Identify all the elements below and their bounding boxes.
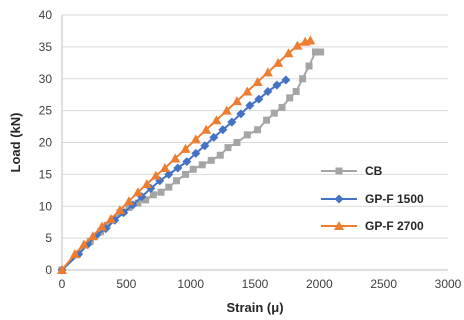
legend-label: GP-F 2700 (365, 219, 424, 233)
square-marker (243, 131, 251, 139)
triangle-marker (170, 153, 181, 163)
diamond-marker (236, 109, 246, 119)
square-marker (149, 191, 157, 199)
x-tick-label: 2000 (306, 277, 333, 291)
triangle-marker (159, 163, 170, 172)
axes: 0 5 10 15 20 25 30 35 40 0 500 1000 1500 2000 2500 3000 (39, 8, 462, 291)
triangle-marker (180, 143, 191, 153)
series-gp-f-2700 (57, 35, 316, 274)
square-marker (216, 151, 224, 159)
x-tick-label: 500 (116, 277, 136, 291)
square-marker (142, 196, 150, 204)
triangle-marker (201, 124, 212, 134)
square-marker (270, 109, 278, 117)
square-marker (311, 48, 319, 56)
y-tick-label: 30 (39, 72, 53, 86)
triangle-marker (273, 57, 284, 67)
square-marker (182, 170, 190, 178)
triangle-marker (123, 196, 134, 206)
triangle-marker (190, 134, 201, 144)
legend-item: CB (321, 164, 383, 178)
y-tick-label: 0 (45, 263, 52, 277)
triangle-marker (292, 40, 303, 50)
diamond-marker (164, 169, 174, 179)
square-marker (198, 161, 206, 169)
triangle-marker (87, 231, 98, 241)
triangle-marker (221, 105, 232, 115)
y-tick-label: 35 (39, 40, 53, 54)
triangle-marker (105, 214, 116, 223)
diamond-marker (191, 148, 201, 158)
triangle-marker (78, 239, 89, 249)
diamond-marker (200, 141, 210, 151)
legend-item: GP-F 1500 (321, 192, 424, 206)
diamond-marker (263, 87, 273, 96)
y-tick-label: 15 (39, 167, 53, 181)
triangle-marker (69, 249, 80, 259)
triangle-marker (242, 86, 253, 96)
diamond-marker (254, 94, 264, 104)
legend-label: CB (365, 164, 383, 178)
triangle-marker (262, 67, 273, 77)
square-marker (189, 165, 197, 173)
series-line (61, 79, 287, 271)
triangle-marker (334, 221, 344, 230)
legend-label: GP-F 1500 (365, 192, 424, 206)
y-tick-label: 40 (39, 8, 53, 22)
x-tick-label: 1500 (242, 277, 269, 291)
triangle-marker (150, 170, 161, 180)
diamond-marker (173, 163, 183, 173)
square-marker (157, 188, 165, 196)
square-marker (299, 75, 307, 83)
square-marker (165, 183, 173, 191)
diamond-marker (182, 157, 192, 167)
square-marker (278, 103, 286, 111)
square-marker (286, 94, 294, 102)
square-marker (254, 126, 262, 134)
triangle-marker (57, 265, 67, 274)
square-marker (134, 199, 142, 207)
triangle-marker (141, 178, 152, 188)
diamond-marker (334, 194, 344, 204)
triangle-marker (231, 96, 242, 106)
square-marker (305, 62, 313, 70)
y-tick-label: 10 (39, 199, 53, 213)
triangle-marker (305, 35, 316, 45)
x-tick-label: 0 (59, 277, 66, 291)
square-marker (335, 167, 343, 175)
y-axis-title: Load (kN) (8, 113, 23, 173)
y-tick-label: 5 (45, 231, 52, 245)
legend-item: GP-F 2700 (321, 219, 424, 233)
square-marker (317, 48, 325, 56)
square-marker (233, 139, 241, 146)
diamond-marker (227, 117, 237, 127)
square-marker (173, 177, 181, 185)
diamond-marker (218, 125, 228, 135)
square-marker (263, 116, 271, 124)
triangle-marker (211, 115, 222, 125)
y-tick-label: 20 (39, 136, 53, 150)
diamond-marker (209, 132, 219, 142)
diamond-marker (245, 101, 255, 111)
square-marker (207, 156, 215, 164)
series-layer (57, 35, 325, 275)
square-marker (292, 88, 300, 95)
triangle-marker (96, 221, 107, 231)
triangle-marker (114, 205, 125, 215)
x-tick-label: 1000 (177, 277, 204, 291)
series-line (61, 50, 321, 271)
x-tick-label: 3000 (435, 277, 462, 291)
triangle-marker (283, 48, 294, 58)
diamond-marker (272, 80, 282, 90)
square-marker (224, 144, 232, 152)
x-axis-title: Strain (μ) (226, 300, 283, 315)
triangle-marker (132, 187, 143, 197)
legend: CB GP-F 1500 GP-F 2700 (321, 164, 424, 233)
x-tick-label: 2500 (370, 277, 397, 291)
triangle-marker (252, 76, 263, 86)
diamond-marker (281, 75, 291, 85)
y-tick-label: 25 (39, 104, 53, 118)
